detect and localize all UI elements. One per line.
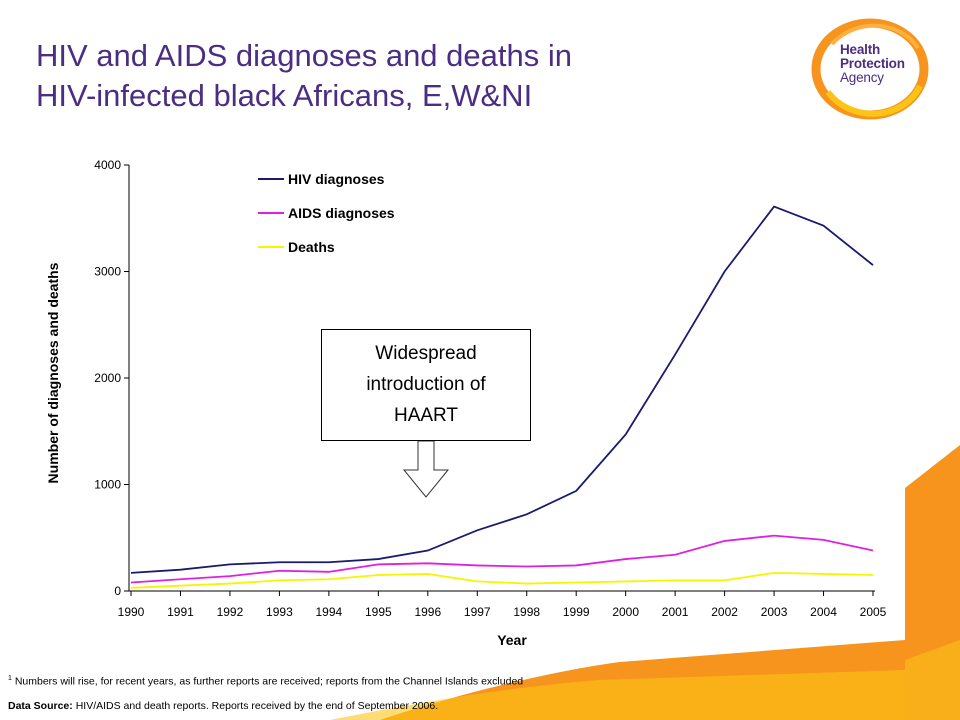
chart-legend: HIV diagnoses AIDS diagnoses Deaths [258, 171, 395, 255]
x-tick-label: 1998 [513, 605, 540, 619]
x-tick-label: 2004 [810, 605, 837, 619]
haart-callout-box: Widespread introduction of HAART [321, 329, 531, 441]
chart-axes: 0 1000 2000 3000 4000 1990 1991 1992 1993 1994 199… [94, 158, 886, 619]
logo-line-1: Health [840, 42, 881, 57]
x-tick-label: 1994 [316, 605, 343, 619]
data-source-text: HIV/AIDS and death reports. Reports rece… [72, 700, 439, 712]
logo-line-3: Agency [840, 70, 884, 85]
y-tick-label: 0 [114, 584, 121, 598]
x-tick-label: 2005 [860, 605, 887, 619]
x-tick-label: 1990 [118, 605, 145, 619]
haart-arrow-shape [402, 440, 450, 498]
hpa-logo: Health Protection Agency [810, 14, 930, 124]
x-tick-label: 1996 [414, 605, 441, 619]
x-axis-title: Year [497, 632, 527, 648]
legend-label: HIV diagnoses [288, 171, 385, 187]
legend-label: Deaths [288, 239, 335, 255]
logo-line-2: Protection [840, 56, 905, 71]
decor-right-yellow-band [905, 640, 960, 720]
y-tick-label: 1000 [94, 478, 121, 492]
chart-series-layer [130, 205, 874, 589]
y-axis-title: Number of diagnoses and deaths [45, 262, 61, 483]
page-title: HIV and AIDS diagnoses and deaths in HIV… [36, 36, 736, 116]
series-line-deaths [130, 571, 874, 589]
x-tick-label: 2003 [761, 605, 788, 619]
title-line-1: HIV and AIDS diagnoses and deaths in [36, 38, 572, 73]
x-tick-label: 1992 [217, 605, 244, 619]
down-arrow-icon [402, 440, 450, 498]
x-tick-label: 1999 [563, 605, 590, 619]
logo-text: Health Protection Agency [840, 43, 905, 85]
series-line-hiv-diagnoses [130, 205, 874, 574]
callout-line-2: introduction of [366, 374, 486, 395]
y-tick-label: 2000 [94, 371, 121, 385]
legend-label: AIDS diagnoses [288, 205, 395, 221]
x-tick-label: 1991 [167, 605, 194, 619]
x-tick-label: 1993 [266, 605, 293, 619]
data-source: Data Source: HIV/AIDS and death reports.… [8, 700, 438, 712]
chart-axis-labels: Year Number of diagnoses and deaths [45, 262, 527, 648]
x-tick-label: 2001 [662, 605, 689, 619]
x-tick-label: 2000 [612, 605, 639, 619]
callout-line-3: HAART [393, 405, 459, 426]
footnote-marker: 1 [8, 675, 12, 682]
callout-line-1: Widespread [375, 343, 477, 364]
footnote-text: Numbers will rise, for recent years, as … [11, 675, 524, 688]
x-tick-label: 1995 [365, 605, 392, 619]
title-line-2: HIV-infected black Africans, E,W&NI [36, 78, 533, 113]
footnote: 1 Numbers will rise, for recent years, a… [8, 675, 523, 688]
decor-bottom-yellow-band [330, 670, 905, 720]
x-tick-label: 2002 [711, 605, 738, 619]
x-tick-label: 1997 [464, 605, 491, 619]
y-tick-label: 3000 [94, 265, 121, 279]
series-line-aids-diagnoses [130, 534, 874, 584]
y-tick-label: 4000 [94, 158, 121, 172]
data-source-label: Data Source: [8, 700, 73, 712]
logo-ring-icon [811, 18, 929, 120]
